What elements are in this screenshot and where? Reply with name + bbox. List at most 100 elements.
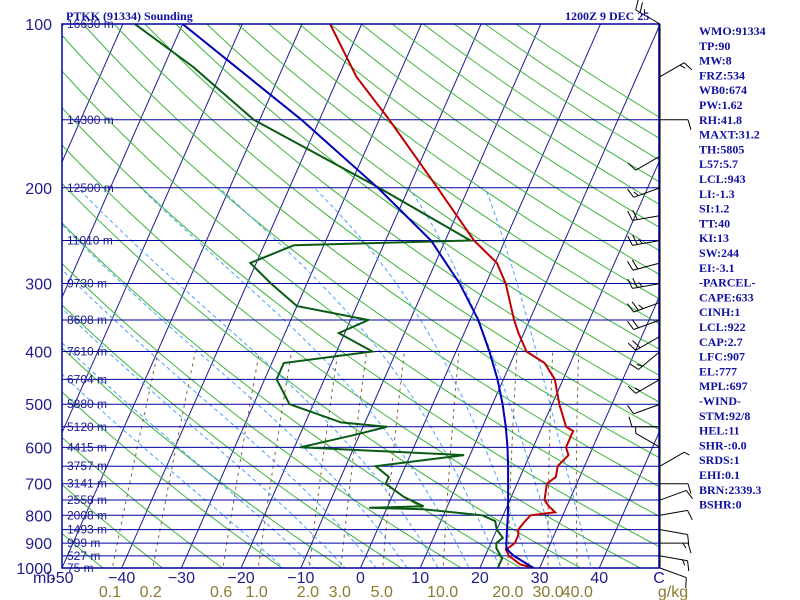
index-entry: WB0:674 (699, 83, 747, 97)
index-entry: TH:5805 (699, 142, 744, 156)
wind-barb (659, 62, 693, 78)
index-entry: LCL:943 (699, 172, 746, 186)
dry-adiabat-line (62, 532, 104, 568)
isotherm-line (240, 24, 482, 568)
wind-barb-feather (682, 542, 687, 549)
temperature-tick-label: −30 (168, 570, 195, 587)
pressure-tick-label: 500 (25, 397, 52, 414)
valid-time: 1200Z 9 DEC 25 (565, 9, 649, 23)
dry-adiabat-line (62, 483, 164, 568)
temperature-tick-label: −40 (108, 570, 135, 587)
wind-barb-feather (685, 577, 687, 589)
wind-barb-feather (687, 119, 692, 130)
wind-barb-shaft (659, 509, 688, 516)
dry-adiabat-line (62, 106, 659, 548)
wind-barb-feather (627, 385, 637, 394)
isotherm-line (598, 431, 659, 568)
pressure-tick-label: 600 (25, 440, 52, 457)
height-label: 999 m (67, 536, 100, 550)
pressure-tick-label: 400 (25, 345, 52, 362)
wind-barb-feather (632, 340, 641, 349)
wind-barb-feather (627, 162, 637, 171)
height-label: 1493 m (67, 523, 107, 537)
wind-barb-shaft (635, 378, 661, 394)
mixing-ratio-label: 2.0 (297, 584, 319, 600)
index-entry: PW:1.62 (699, 98, 743, 112)
moist-adiabat-line (62, 307, 346, 568)
moist-adiabat-line (62, 373, 285, 568)
plot-frame (61, 23, 660, 569)
height-label: 11010 m (67, 233, 113, 247)
isotherm-line (0, 0, 15, 580)
height-label: 4415 m (67, 440, 107, 454)
height-label: 2008 m (67, 508, 107, 522)
index-entry: BSHR:0 (699, 498, 742, 512)
wind-barb-feather (687, 510, 693, 520)
wind-barb (627, 403, 661, 415)
wind-barb-feather (632, 277, 638, 288)
index-entry: TP:90 (699, 39, 730, 53)
index-entry: CINH:1 (699, 305, 740, 319)
wind-barb (627, 155, 661, 171)
pressure-tick-label: 200 (25, 181, 52, 198)
wind-barb-shaft (659, 62, 685, 78)
wind-barb-shaft (638, 351, 661, 370)
dry-adiabat-line (62, 262, 463, 568)
height-label: 12500 m (67, 181, 114, 195)
background-lines (0, 0, 659, 580)
wind-barb-feather (684, 451, 690, 456)
isotherm-line (359, 24, 602, 568)
mixing-ratio-line (308, 351, 339, 568)
pressure-tick-label: 100 (25, 17, 52, 34)
wind-barb-feather (633, 191, 639, 197)
isotherm-line (180, 24, 422, 568)
wind-barb-feather (685, 490, 693, 500)
wind-barb (629, 351, 661, 370)
height-label: 14300 m (67, 113, 114, 127)
wind-barb-feather (628, 416, 633, 427)
index-entry: MAXT:31.2 (699, 128, 760, 142)
height-label: 3141 m (67, 477, 107, 491)
parcel-profile-line (181, 24, 535, 568)
isotherm-line (479, 160, 659, 568)
isotherm-line (62, 24, 243, 434)
pressure-tick-label: 700 (25, 477, 52, 494)
dry-adiabat-line (62, 70, 659, 517)
pressure-tick-label: 1000 (16, 561, 52, 578)
pressure-unit-label: mb (33, 570, 55, 587)
index-entry: HEL:11 (699, 424, 740, 438)
isotherm-line (121, 24, 363, 568)
wind-barb (627, 210, 661, 221)
moist-adiabat-line (313, 187, 532, 568)
wind-barb-feather (627, 188, 635, 198)
height-label: 5880 m (67, 397, 107, 411)
wind-barb-shaft (659, 529, 688, 535)
index-entry: EHI:0.1 (699, 468, 740, 482)
temperature-tick-label: -50 (50, 570, 73, 587)
wind-barbs (627, 0, 693, 589)
height-label: 8608 m (67, 313, 107, 327)
wind-barb (660, 542, 692, 554)
wind-barb-feather (687, 534, 690, 545)
isotherm-line (62, 24, 124, 164)
isotherm-line (62, 24, 184, 299)
wind-barb-feather (682, 559, 686, 566)
wind-barb-feather (627, 320, 635, 330)
mixing-ratio-line (575, 351, 580, 568)
mixing-ratio-label: 0.2 (140, 584, 162, 600)
profile-series (134, 24, 575, 568)
index-entry: EI:-3.1 (699, 261, 735, 275)
moist-adiabat-line (62, 223, 408, 568)
temperature-tick-label: 0 (356, 570, 365, 587)
temperature-profile-line (329, 24, 575, 568)
wind-barb (635, 0, 661, 25)
wind-barb-feather (627, 303, 635, 313)
index-entry: SI:1.2 (699, 202, 729, 216)
dry-adiabat-line (62, 304, 403, 568)
height-label: 2558 m (67, 493, 107, 507)
wind-barb-feather (627, 342, 637, 351)
wind-barb-feather (687, 542, 692, 554)
wind-barb-shaft (659, 451, 685, 467)
temperature-tick-label: C (653, 570, 665, 587)
